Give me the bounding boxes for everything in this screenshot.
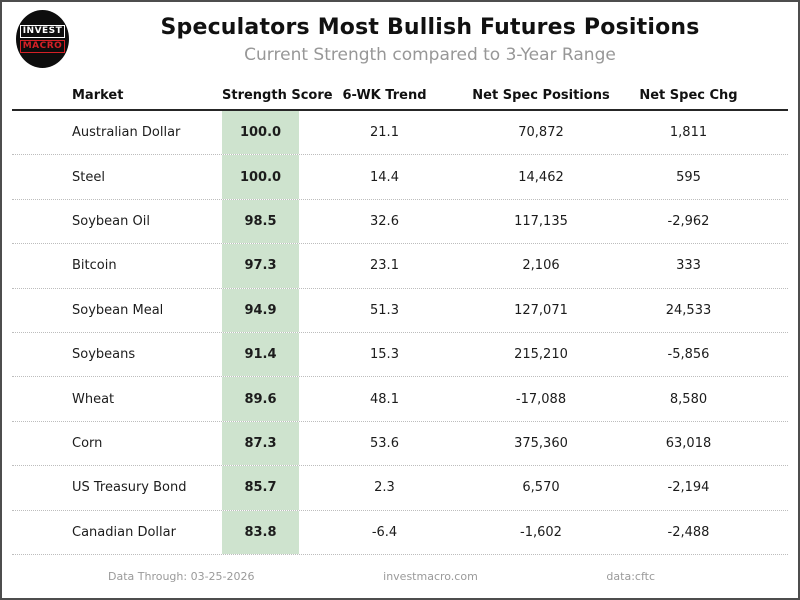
positions-cell: 14,462	[518, 169, 564, 185]
change-cell: -2,194	[667, 480, 710, 496]
positions-cell: 127,071	[514, 302, 568, 318]
table-row: Soybean Oil 98.5 32.6 117,135 -2,962	[12, 199, 788, 245]
trend-cell: 21.1	[370, 125, 399, 141]
table-row: Canadian Dollar 83.8 -6.4 -1,602 -2,488	[12, 510, 788, 555]
trend-cell: 32.6	[370, 213, 399, 229]
column-header-positions: Net Spec Positions	[472, 88, 610, 103]
market-cell: Australian Dollar	[72, 125, 181, 141]
trend-cell: 14.4	[370, 169, 399, 185]
investmacro-logo: INVEST MACRO	[16, 10, 69, 68]
change-cell: -2,488	[667, 524, 710, 540]
page-subtitle: Current Strength compared to 3-Year Rang…	[244, 45, 616, 65]
market-cell: Soybeans	[72, 347, 136, 363]
score-cell: 97.3	[222, 244, 299, 288]
positions-cell: 2,106	[522, 258, 560, 274]
futures-table: Market Strength Score 6-WK Trend Net Spe…	[12, 82, 788, 555]
table-header-row: Market Strength Score 6-WK Trend Net Spe…	[12, 82, 788, 111]
change-cell: -5,856	[667, 347, 710, 363]
change-cell: 1,811	[669, 125, 708, 141]
positions-cell: 215,210	[514, 347, 568, 363]
footer-data-through: Data Through: 03-25-2026	[108, 570, 255, 583]
trend-cell: 15.3	[370, 347, 399, 363]
change-cell: 333	[676, 258, 701, 274]
score-cell: 87.3	[222, 421, 299, 466]
trend-cell: 23.1	[370, 258, 399, 274]
trend-cell: 2.3	[374, 480, 395, 496]
positions-cell: -1,602	[520, 524, 562, 540]
column-header-trend: 6-WK Trend	[342, 88, 427, 103]
column-header-change: Net Spec Chg	[639, 88, 738, 103]
positions-cell: 117,135	[514, 213, 568, 229]
market-cell: Canadian Dollar	[72, 524, 176, 540]
score-cell: 91.4	[222, 332, 299, 377]
score-cell: 94.9	[222, 288, 299, 332]
market-cell: Wheat	[72, 391, 115, 407]
table-row: Australian Dollar 100.0 21.1 70,872 1,811	[12, 111, 788, 156]
table-row: Wheat 89.6 48.1 -17,088 8,580	[12, 377, 788, 422]
score-cell: 83.8	[222, 510, 299, 554]
trend-cell: -6.4	[371, 524, 398, 540]
footer-website: investmacro.com	[383, 570, 478, 583]
footer: Data Through: 03-25-2026 investmacro.com…	[2, 566, 798, 588]
score-cell: 100.0	[222, 111, 299, 155]
positions-cell: 70,872	[518, 125, 564, 141]
change-cell: 24,533	[665, 302, 712, 318]
market-cell: Bitcoin	[72, 258, 117, 274]
market-cell: US Treasury Bond	[72, 480, 187, 496]
column-header-score: Strength Score	[222, 88, 333, 103]
column-header-market: Market	[72, 88, 124, 103]
footer-source: data:cftc	[606, 570, 655, 583]
logo-text-invest: INVEST	[19, 25, 66, 38]
logo-text-macro: MACRO	[19, 40, 66, 53]
market-cell: Steel	[72, 169, 105, 185]
change-cell: -2,962	[667, 213, 710, 229]
table-row: Soybean Meal 94.9 51.3 127,071 24,533	[12, 288, 788, 333]
score-cell: 85.7	[222, 466, 299, 510]
table-row: Steel 100.0 14.4 14,462 595	[12, 155, 788, 200]
change-cell: 8,580	[669, 391, 708, 407]
trend-cell: 48.1	[370, 391, 399, 407]
change-cell: 63,018	[665, 435, 712, 451]
score-cell: 98.5	[222, 199, 299, 244]
score-cell: 100.0	[222, 155, 299, 199]
table-row: Bitcoin 97.3 23.1 2,106 333	[12, 244, 788, 289]
table-row: Soybeans 91.4 15.3 215,210 -5,856	[12, 332, 788, 378]
table-body: Australian Dollar 100.0 21.1 70,872 1,811 Ste…	[12, 111, 788, 555]
table-row: US Treasury Bond 85.7 2.3 6,570 -2,194	[12, 466, 788, 511]
market-cell: Corn	[72, 435, 103, 451]
market-cell: Soybean Meal	[72, 302, 164, 318]
score-cell: 89.6	[222, 377, 299, 421]
change-cell: 595	[676, 169, 701, 185]
positions-cell: 6,570	[522, 480, 560, 496]
positions-cell: 375,360	[514, 435, 568, 451]
positions-cell: -17,088	[515, 391, 567, 407]
trend-cell: 53.6	[370, 435, 399, 451]
trend-cell: 51.3	[370, 302, 399, 318]
market-cell: Soybean Oil	[72, 213, 150, 229]
page-title: Speculators Most Bullish Futures Positio…	[160, 15, 700, 40]
table-row: Corn 87.3 53.6 375,360 63,018	[12, 421, 788, 467]
